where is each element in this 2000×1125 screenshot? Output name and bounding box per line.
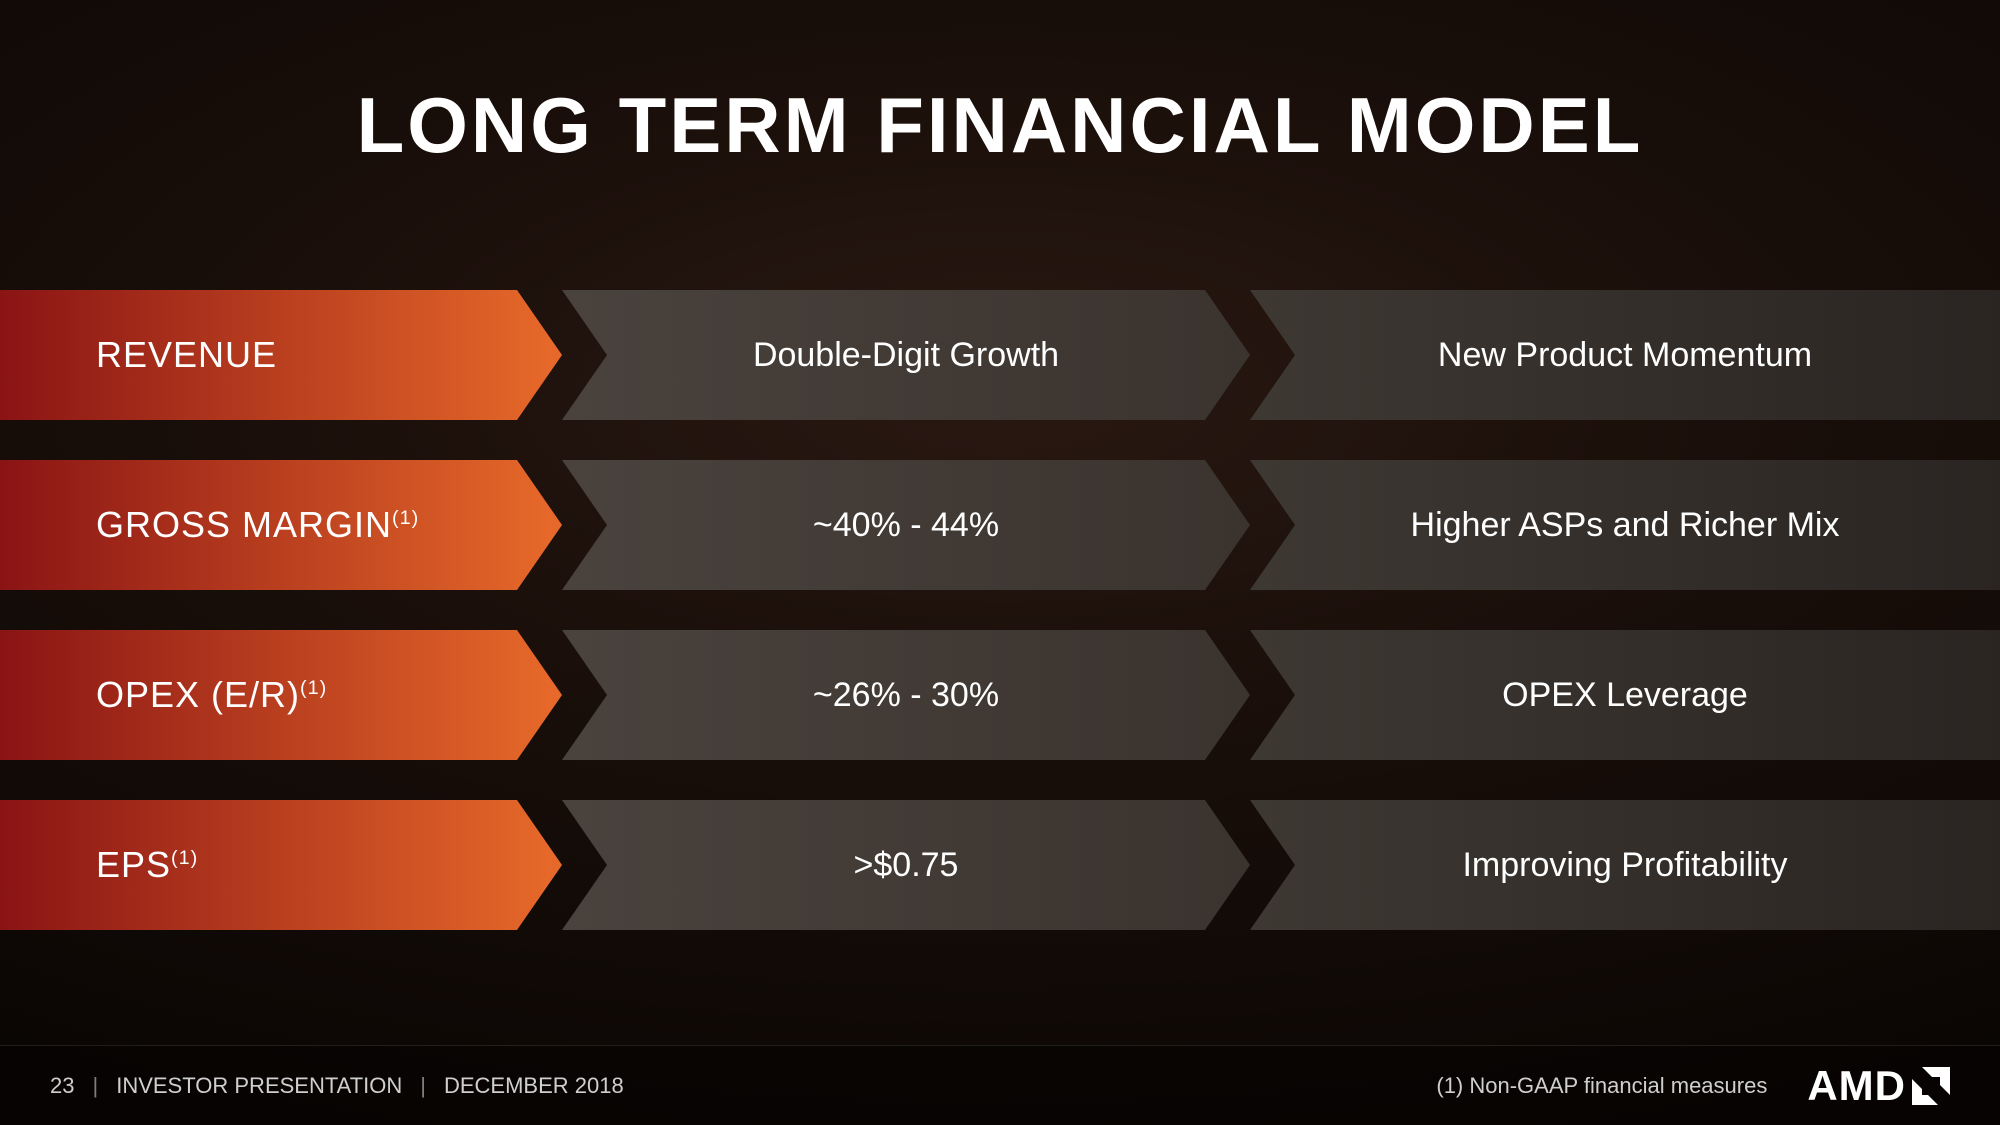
driver-label: Improving Profitability [1462, 846, 1787, 885]
target-cell: >$0.75 [562, 800, 1250, 930]
metric-cell: EPS(1) [0, 800, 562, 930]
table-row: EPS(1) >$0.75 Improving Profitability [0, 800, 2000, 930]
driver-label: New Product Momentum [1438, 336, 1812, 375]
driver-label: Higher ASPs and Richer Mix [1411, 506, 1840, 545]
target-cell: ~26% - 30% [562, 630, 1250, 760]
metric-label: GROSS MARGIN(1) [0, 504, 419, 546]
table-row: OPEX (E/R)(1) ~26% - 30% OPEX Leverage [0, 630, 2000, 760]
metric-cell: OPEX (E/R)(1) [0, 630, 562, 760]
target-label: >$0.75 [854, 846, 959, 885]
metric-rows: REVENUE Double-Digit Growth New Product … [0, 290, 2000, 970]
metric-label: OPEX (E/R)(1) [0, 674, 327, 716]
target-label: Double-Digit Growth [753, 336, 1059, 375]
amd-logo: AMD [1807, 1062, 1950, 1110]
target-label: ~26% - 30% [813, 676, 999, 715]
slide-title: LONG TERM FINANCIAL MODEL [0, 80, 2000, 171]
metric-cell: GROSS MARGIN(1) [0, 460, 562, 590]
page-number: 23 [50, 1073, 74, 1099]
logo-text: AMD [1807, 1062, 1906, 1110]
metric-label: REVENUE [0, 334, 277, 376]
driver-cell: New Product Momentum [1250, 290, 2000, 420]
target-label: ~40% - 44% [813, 506, 999, 545]
driver-cell: Higher ASPs and Richer Mix [1250, 460, 2000, 590]
driver-label: OPEX Leverage [1502, 676, 1748, 715]
metric-cell: REVENUE [0, 290, 562, 420]
target-cell: Double-Digit Growth [562, 290, 1250, 420]
footer-doc-title: INVESTOR PRESENTATION [116, 1073, 402, 1099]
table-row: REVENUE Double-Digit Growth New Product … [0, 290, 2000, 420]
footer-date: DECEMBER 2018 [444, 1073, 624, 1099]
target-cell: ~40% - 44% [562, 460, 1250, 590]
slide-footer: 23 | INVESTOR PRESENTATION | DECEMBER 20… [0, 1045, 2000, 1125]
table-row: GROSS MARGIN(1) ~40% - 44% Higher ASPs a… [0, 460, 2000, 590]
metric-label: EPS(1) [0, 844, 198, 886]
amd-arrow-icon [1912, 1067, 1950, 1105]
footer-separator: | [420, 1073, 426, 1099]
driver-cell: OPEX Leverage [1250, 630, 2000, 760]
driver-cell: Improving Profitability [1250, 800, 2000, 930]
footnote: (1) Non-GAAP financial measures [1436, 1073, 1767, 1099]
footer-separator: | [92, 1073, 98, 1099]
